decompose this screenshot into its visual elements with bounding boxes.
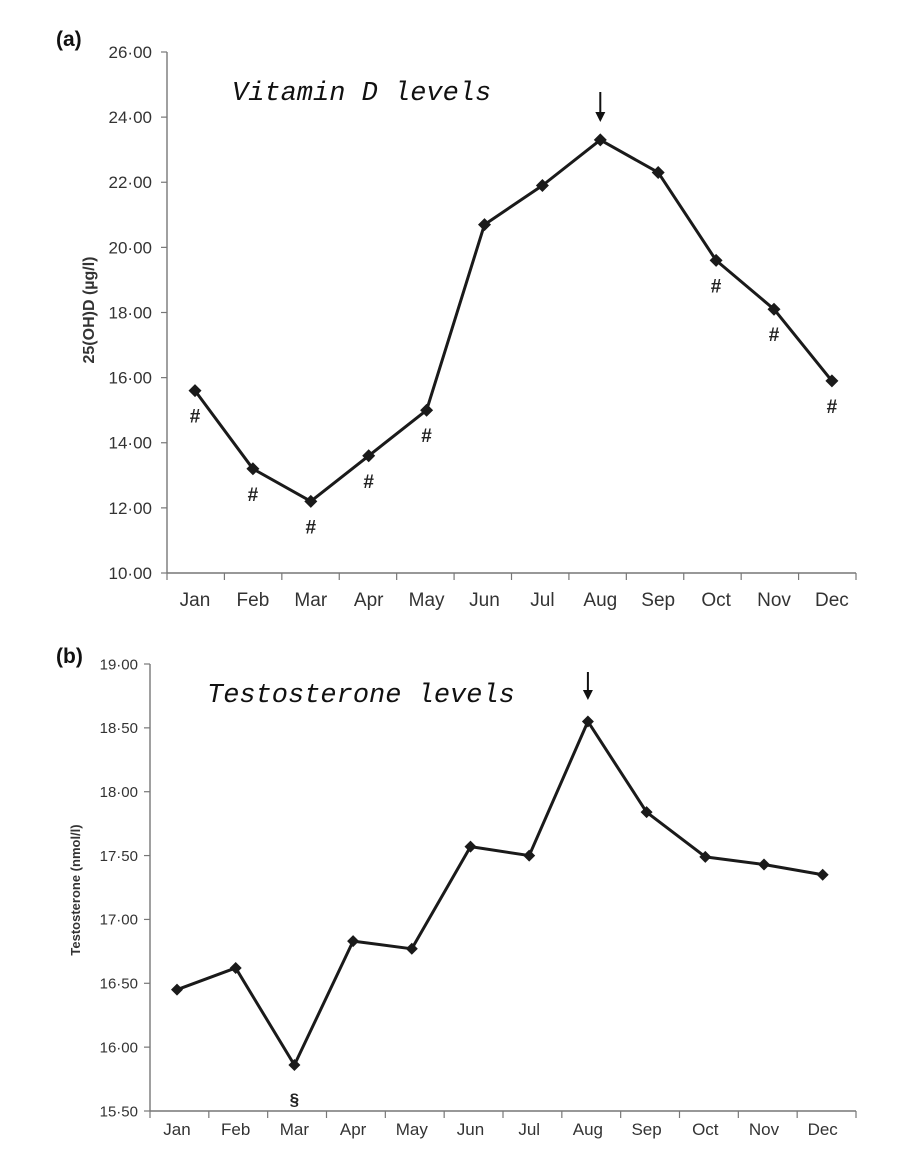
significance-mark-b-mar: § <box>290 1090 299 1109</box>
x-tick-label-a-jan: Jan <box>180 590 211 611</box>
data-point-b-mar <box>288 1059 301 1072</box>
peak-arrow-head-a <box>595 112 606 122</box>
significance-mark-a-oct: # <box>711 276 722 297</box>
data-point-b-feb <box>229 961 242 974</box>
x-tick-label-b-apr: Apr <box>340 1120 367 1139</box>
peak-arrow-head-b <box>582 690 593 700</box>
series-b <box>171 715 829 1072</box>
data-point-a-jan <box>188 384 202 398</box>
y-tick-label-a: 20·00 <box>109 238 152 257</box>
x-tick-label-a-jun: Jun <box>469 590 500 611</box>
y-tick-label-a: 26·00 <box>109 43 152 62</box>
significance-mark-a-may: # <box>421 426 432 447</box>
data-point-b-jul <box>523 849 536 862</box>
y-tick-label-b: 17·50 <box>100 848 138 865</box>
y-tick-label-a: 10·00 <box>109 564 152 583</box>
x-tick-label-b-may: May <box>396 1120 429 1139</box>
significance-mark-a-jan: # <box>190 407 201 428</box>
data-point-b-sep <box>640 806 653 819</box>
x-tick-label-a-oct: Oct <box>701 590 731 611</box>
x-tick-label-a-dec: Dec <box>815 590 849 611</box>
y-tick-label-b: 19·00 <box>100 656 138 673</box>
data-point-b-nov <box>758 858 770 871</box>
x-tick-label-b-sep: Sep <box>631 1120 661 1139</box>
data-point-b-jun <box>464 840 477 853</box>
data-point-b-aug <box>581 715 594 728</box>
y-tick-label-b: 15·50 <box>100 1103 138 1120</box>
data-point-a-may <box>420 403 434 417</box>
y-axis-label-b: Testosterone (nmol/l) <box>68 824 83 955</box>
x-tick-label-b-dec: Dec <box>808 1120 839 1139</box>
x-ticks-b: Jan Feb Mar Apr May Jun Jul Aug Sep Oct Nov Dec <box>149 1111 857 1139</box>
y-tick-label-a: 22·00 <box>109 173 152 192</box>
data-point-a-jun <box>478 218 491 232</box>
data-point-a-oct <box>709 253 723 267</box>
vitamin-d-chart: (a) Vitamin D levels 25(OH)D (µg/l) 10·0… <box>56 28 857 611</box>
x-tick-label-b-aug: Aug <box>573 1120 603 1139</box>
series-a <box>188 133 839 508</box>
data-point-a-nov <box>767 302 781 316</box>
data-point-b-may <box>405 942 418 955</box>
testosterone-chart: (b) Testosterone levels Testosterone (nm… <box>56 645 857 1139</box>
data-point-a-aug <box>593 133 607 147</box>
chart-title-b: Testosterone levels <box>207 681 515 711</box>
y-tick-label-b: 16·00 <box>100 1039 138 1056</box>
y-tick-label-b: 18·00 <box>100 784 138 801</box>
chart-title-a: Vitamin D levels <box>232 79 491 109</box>
y-tick-label-a: 12·00 <box>109 499 152 518</box>
x-tick-label-a-feb: Feb <box>237 590 270 611</box>
significance-mark-a-mar: # <box>306 517 317 538</box>
x-tick-label-a-mar: Mar <box>294 590 327 611</box>
y-tick-label-b: 17·00 <box>100 912 138 929</box>
axes-a <box>166 52 856 574</box>
x-tick-label-a-jul: Jul <box>530 590 554 611</box>
x-tick-label-a-apr: Apr <box>354 590 384 611</box>
x-tick-label-b-jul: Jul <box>518 1120 540 1139</box>
x-tick-label-a-sep: Sep <box>641 590 675 611</box>
x-tick-label-a-aug: Aug <box>583 590 617 611</box>
significance-mark-a-nov: # <box>769 325 780 346</box>
data-point-a-feb <box>246 462 260 476</box>
x-tick-label-b-jan: Jan <box>163 1120 190 1139</box>
axes-b <box>149 664 856 1112</box>
y-tick-label-b: 16·50 <box>100 976 138 993</box>
y-tick-label-a: 16·00 <box>109 369 152 388</box>
y-tick-label-a: 18·00 <box>109 303 152 322</box>
y-tick-label-b: 18·50 <box>100 720 138 737</box>
data-point-b-oct <box>699 850 712 863</box>
y-tick-label-a: 14·00 <box>109 434 152 453</box>
series-line-b <box>176 719 823 1067</box>
y-axis-label-a: 25(OH)D (µg/l) <box>81 257 98 364</box>
x-tick-label-b-mar: Mar <box>280 1120 310 1139</box>
data-point-a-jul <box>535 179 549 193</box>
significance-mark-a-dec: # <box>827 397 838 418</box>
y-ticks-a: 10·00 12·00 14·00 16·00 18·00 20·00 22·00 24·00… <box>109 43 167 583</box>
data-point-b-dec <box>816 868 829 881</box>
annotations-b: § <box>290 672 593 1109</box>
x-tick-label-b-jun: Jun <box>457 1120 484 1139</box>
annotations-a: # # # # # # # # <box>190 92 838 538</box>
x-tick-label-b-oct: Oct <box>692 1120 719 1139</box>
significance-mark-a-feb: # <box>248 485 259 506</box>
significance-mark-a-apr: # <box>363 472 374 493</box>
data-point-a-dec <box>825 374 839 388</box>
data-point-b-jan <box>171 983 183 996</box>
x-tick-label-a-may: May <box>409 590 445 611</box>
y-tick-label-a: 24·00 <box>109 108 152 127</box>
panel-label-a: (a) <box>56 28 82 51</box>
data-point-a-mar <box>304 494 318 508</box>
x-tick-label-a-nov: Nov <box>757 590 791 611</box>
data-point-a-apr <box>362 449 376 463</box>
x-tick-label-b-nov: Nov <box>749 1120 780 1139</box>
x-ticks-a: Jan Feb Mar Apr May Jun Jul Aug Sep Oct Nov Dec <box>166 573 857 611</box>
series-line-a <box>193 138 834 503</box>
data-point-b-apr <box>347 935 360 948</box>
y-ticks-b: 15·50 16·00 16·50 17·00 17·50 18·00 18·50 19·00 <box>100 656 150 1120</box>
panel-label-b: (b) <box>56 645 83 668</box>
x-tick-label-b-feb: Feb <box>221 1120 250 1139</box>
data-point-a-sep <box>651 165 665 179</box>
